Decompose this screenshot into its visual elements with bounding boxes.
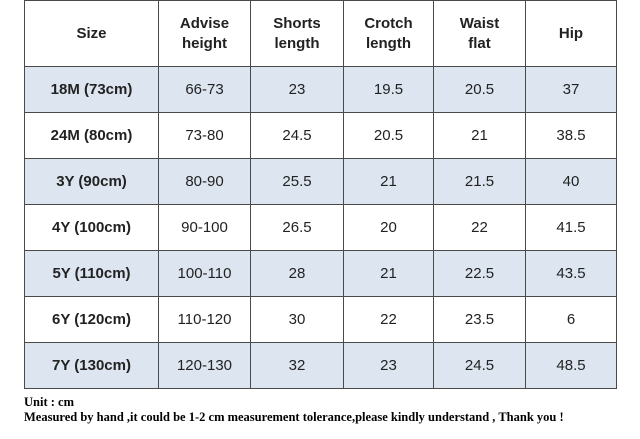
table-row: 24M (80cm) 73-80 24.5 20.5 21 38.5 [24,112,617,159]
value-cell: 28 [250,250,344,297]
value-cell: 19.5 [343,66,434,113]
value-cell: 32 [250,342,344,389]
header-line: Crotch [364,14,413,32]
size-cell: 5Y (110cm) [24,250,159,297]
value-cell: 21 [343,158,434,205]
value-cell: 90-100 [158,204,251,251]
value-cell: 23.5 [433,296,526,343]
value-cell: 73-80 [158,112,251,159]
value-cell: 23 [250,66,344,113]
header-cell: Size [24,0,159,67]
value-cell: 40 [525,158,617,205]
header-line: Size [76,24,107,42]
value-cell: 22 [343,296,434,343]
value-cell: 21 [433,112,526,159]
value-cell: 48.5 [525,342,617,389]
value-cell: 30 [250,296,344,343]
header-line: Shorts [273,14,321,32]
value-cell: 110-120 [158,296,251,343]
size-cell: 18M (73cm) [24,66,159,113]
table-row: 7Y (130cm) 120-130 32 23 24.5 48.5 [24,342,617,389]
value-cell: 20 [343,204,434,251]
value-cell: 66-73 [158,66,251,113]
size-cell: 7Y (130cm) [24,342,159,389]
value-cell: 21 [343,250,434,297]
header-line: length [274,34,320,52]
value-cell: 24.5 [250,112,344,159]
value-cell: 41.5 [525,204,617,251]
value-cell: 21.5 [433,158,526,205]
value-cell: 20.5 [433,66,526,113]
header-cell: Advise height [158,0,251,67]
value-cell: 23 [343,342,434,389]
value-cell: 38.5 [525,112,617,159]
header-line: Hip [558,24,584,42]
value-cell: 100-110 [158,250,251,297]
header-cell: Hip [525,0,617,67]
value-cell: 43.5 [525,250,617,297]
size-cell: 24M (80cm) [24,112,159,159]
value-cell: 22 [433,204,526,251]
value-cell: 37 [525,66,617,113]
value-cell: 120-130 [158,342,251,389]
size-cell: 4Y (100cm) [24,204,159,251]
table-row: 4Y (100cm) 90-100 26.5 20 22 41.5 [24,204,617,251]
note-line: Measured by hand ,it could be 1-2 cm mea… [24,410,564,424]
header-line: height [182,34,227,52]
notes: Unit : cm Measured by hand ,it could be 1… [24,395,564,425]
header-row: Size Advise height Shorts length Crotch length… [24,0,617,67]
header-line: Waist [459,14,500,32]
value-cell: 24.5 [433,342,526,389]
header-cell: Waist flat [433,0,526,67]
table-row: 5Y (110cm) 100-110 28 21 22.5 43.5 [24,250,617,297]
header-line: flat [468,34,491,52]
table-row: 6Y (120cm) 110-120 30 22 23.5 6 [24,296,617,343]
note-line: Unit : cm [24,395,74,409]
table-body: Size Advise height Shorts length Crotch length… [24,0,617,389]
size-table: Size Advise height Shorts length Crotch length… [24,0,617,389]
value-cell: 25.5 [250,158,344,205]
value-cell: 22.5 [433,250,526,297]
header-line: length [366,34,411,52]
table-row: 18M (73cm) 66-73 23 19.5 20.5 37 [24,66,617,113]
value-cell: 6 [525,296,617,343]
value-cell: 26.5 [250,204,344,251]
size-cell: 3Y (90cm) [24,158,159,205]
header-line: Advise [179,14,230,32]
value-cell: 80-90 [158,158,251,205]
header-cell: Shorts length [250,0,344,67]
header-cell: Crotch length [343,0,434,67]
table-row: 3Y (90cm) 80-90 25.5 21 21.5 40 [24,158,617,205]
size-cell: 6Y (120cm) [24,296,159,343]
value-cell: 20.5 [343,112,434,159]
